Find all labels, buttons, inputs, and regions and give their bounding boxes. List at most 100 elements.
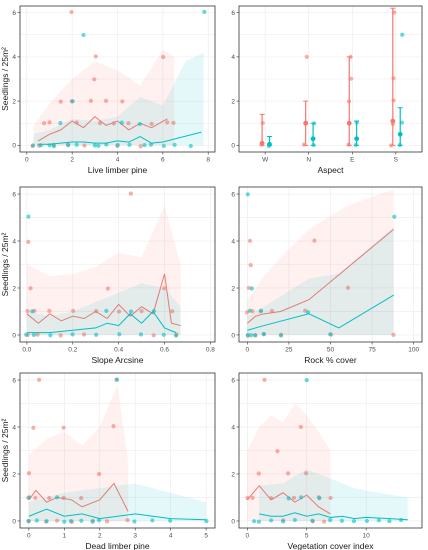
data-point-series-1 xyxy=(41,121,47,126)
data-point-series-1 xyxy=(97,121,103,126)
data-point-series-1 xyxy=(88,98,94,103)
data-point-series-1 xyxy=(69,9,74,15)
confidence-band-series-1 xyxy=(26,205,181,335)
data-point-series-2 xyxy=(278,333,284,338)
data-point-series-2 xyxy=(317,496,322,501)
data-point-series-2 xyxy=(304,378,309,383)
data-point-series-2 xyxy=(27,495,32,500)
data-point-series-1 xyxy=(61,425,66,430)
data-point-series-2 xyxy=(173,333,179,338)
data-point-series-1 xyxy=(349,76,354,81)
trend-line-series-2 xyxy=(259,512,408,521)
data-point-series-1 xyxy=(93,54,98,59)
y-tick-label: 4 xyxy=(231,424,235,431)
x-tick-label: 100 xyxy=(408,347,419,354)
data-point-series-1 xyxy=(36,377,42,382)
y-tick-label: 2 xyxy=(231,285,235,292)
data-point-series-2 xyxy=(392,214,397,219)
y-tick-label: 0 xyxy=(231,332,235,339)
data-point-series-2 xyxy=(376,518,381,523)
data-point-series-2 xyxy=(26,519,31,524)
data-point-series-2 xyxy=(142,143,147,148)
data-point-series-1 xyxy=(149,121,154,126)
data-point-series-1 xyxy=(275,449,280,454)
x-axis-label: Live limber pine xyxy=(88,165,148,175)
y-tick-label: 4 xyxy=(231,238,235,245)
trend-line-series-2 xyxy=(247,294,394,331)
x-axis-label: Dead limber pine xyxy=(85,541,150,550)
confidence-band-series-1 xyxy=(33,50,175,146)
trend-line-series-2 xyxy=(28,508,207,521)
data-point-series-1 xyxy=(26,239,31,244)
data-point-series-1 xyxy=(111,424,116,429)
data-point-series-1 xyxy=(248,263,253,268)
data-point-series-1 xyxy=(25,308,30,314)
data-point-series-2 xyxy=(188,143,193,149)
data-point-series-1 xyxy=(298,424,303,430)
y-tick-label: 6 xyxy=(231,10,235,17)
data-point-series-2 xyxy=(364,518,369,524)
y-tick-label: 6 xyxy=(12,10,16,17)
y-tick-label: 6 xyxy=(231,191,235,198)
y-tick-label: 4 xyxy=(12,424,16,431)
data-point-series-2 xyxy=(44,519,49,524)
x-tick-label: 0 xyxy=(246,347,250,354)
x-tick-label: 1 xyxy=(63,533,67,540)
panel-4: 0 2 4 6 0 25 50 75 100 Rock % cover xyxy=(231,186,423,365)
confidence-band-series-1 xyxy=(247,189,394,335)
data-point-series-2 xyxy=(31,332,36,338)
x-axis-label: Rock % cover xyxy=(304,355,357,365)
y-tick-label: 2 xyxy=(12,471,16,478)
x-tick-label: 0 xyxy=(246,533,250,540)
data-point-series-2 xyxy=(79,518,84,523)
x-axis-label: Vegetation cover index xyxy=(287,541,374,550)
confidence-band-series-1 xyxy=(247,403,331,521)
data-point-series-1 xyxy=(286,471,291,476)
x-tick-label: E xyxy=(350,157,355,164)
data-point-series-2 xyxy=(168,518,173,523)
y-tick-label: 2 xyxy=(231,471,235,478)
panel-border xyxy=(238,372,423,529)
y-tick-label: 2 xyxy=(231,98,235,105)
data-point-series-1 xyxy=(104,519,110,524)
mean-point-series-2 xyxy=(397,131,403,137)
data-point-series-1 xyxy=(303,471,309,476)
data-point-series-1 xyxy=(31,425,36,430)
panel-1: 0 2 4 6 0 2 4 6 8 Live limber pine Seedlings / 25m… xyxy=(0,5,216,175)
data-point-series-2 xyxy=(92,143,97,148)
data-point-series-2 xyxy=(137,121,142,127)
data-point-series-2 xyxy=(161,332,166,337)
data-point-series-2 xyxy=(339,518,344,523)
data-point-series-2 xyxy=(399,120,405,125)
y-tick-label: 2 xyxy=(12,98,16,105)
data-point-series-1 xyxy=(250,495,255,500)
y-tick-label: 0 xyxy=(12,143,16,150)
panel-5: 0 2 4 6 0 1 2 3 4 5 Dead limber pine Seedlings / 25… xyxy=(0,372,216,550)
y-tick-label: 4 xyxy=(12,54,16,61)
data-point-series-1 xyxy=(162,286,167,291)
data-point-series-1 xyxy=(138,144,143,149)
y-tick-label: 0 xyxy=(12,518,16,525)
data-point-series-1 xyxy=(291,495,297,500)
data-point-series-2 xyxy=(128,309,134,314)
data-point-series-1 xyxy=(260,120,265,126)
data-point-series-2 xyxy=(90,519,95,524)
data-point-series-2 xyxy=(253,333,258,338)
data-point-series-2 xyxy=(70,332,75,337)
x-tick-label: 0.4 xyxy=(114,347,123,354)
data-point-series-2 xyxy=(24,332,29,337)
x-tick-label: 0.8 xyxy=(206,347,215,354)
x-tick-label: 0.0 xyxy=(22,347,31,354)
confidence-band-series-2 xyxy=(259,469,408,521)
data-point-series-2 xyxy=(104,308,109,314)
y-tick-label: 6 xyxy=(12,191,16,198)
x-tick-label: 8 xyxy=(206,157,210,164)
y-axis-label: Seedlings / 25m² xyxy=(0,232,10,296)
panel-2: 0 2 4 6 W N E S Aspect xyxy=(231,5,423,175)
data-point-series-2 xyxy=(68,519,73,524)
data-point-series-1 xyxy=(171,120,176,125)
data-point-series-1 xyxy=(151,333,156,338)
data-point-series-2 xyxy=(259,308,264,313)
data-point-series-2 xyxy=(305,310,311,315)
